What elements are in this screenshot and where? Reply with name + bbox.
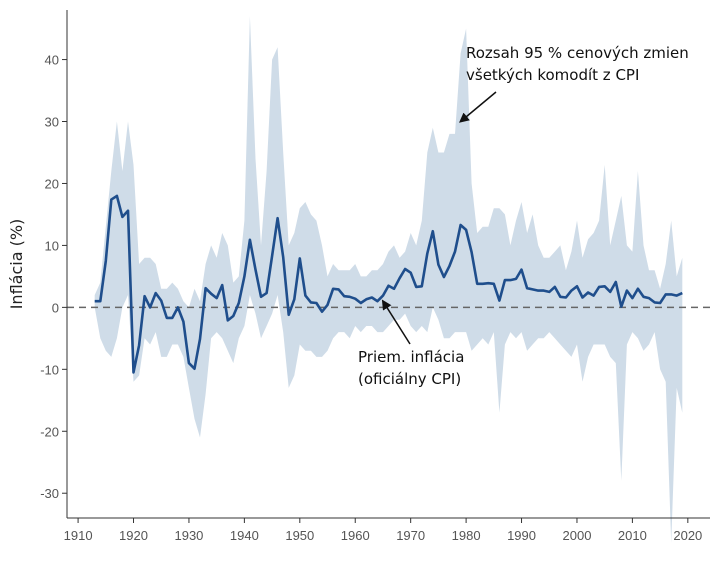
x-tick-label: 1980 <box>452 528 481 543</box>
annotations-layer: Rozsah 95 % cenových zmien všetkých komod… <box>358 44 689 388</box>
x-tick-label: 1970 <box>396 528 425 543</box>
x-tick-label: 1960 <box>341 528 370 543</box>
axes-layer: -30 -20 -10 0 10 20 30 40 1910 1920 1930 1940 1950 19… <box>40 10 710 543</box>
x-tick-label: 1990 <box>507 528 536 543</box>
x-tick-label: 2020 <box>673 528 702 543</box>
cpi-average-inflation-line <box>94 194 683 374</box>
annotation-text-line: Priem. inflácia <box>358 348 464 366</box>
x-tick-label: 2010 <box>618 528 647 543</box>
annotation-text-band: všetkých komodít z CPI <box>466 66 639 84</box>
y-tick-label: -10 <box>40 362 59 377</box>
annotation-text-line: (oficiálny CPI) <box>358 370 461 388</box>
y-tick-label: -20 <box>40 424 59 439</box>
x-tick-label: 2000 <box>563 528 592 543</box>
y-tick-label: -30 <box>40 486 59 501</box>
price-range-band <box>94 16 683 543</box>
y-axis-title: Inflácia (%) <box>7 219 26 310</box>
annotation-arrow-line <box>381 299 411 345</box>
x-tick-label: 1920 <box>119 528 148 543</box>
y-tick-label: 20 <box>45 176 59 191</box>
y-tick-label: 0 <box>52 300 59 315</box>
price-range-band-layer <box>94 16 683 543</box>
cpi-line-layer <box>94 194 683 374</box>
annotation-arrow-band <box>459 91 497 123</box>
x-tick-label: 1950 <box>285 528 314 543</box>
y-tick-label: 10 <box>45 238 59 253</box>
y-tick-label: 40 <box>45 53 59 68</box>
x-tick-label: 1940 <box>230 528 259 543</box>
annotation-text-band: Rozsah 95 % cenových zmien <box>466 44 689 62</box>
y-tick-label: 30 <box>45 115 59 130</box>
x-tick-label: 1910 <box>64 528 93 543</box>
x-tick-label: 1930 <box>174 528 203 543</box>
